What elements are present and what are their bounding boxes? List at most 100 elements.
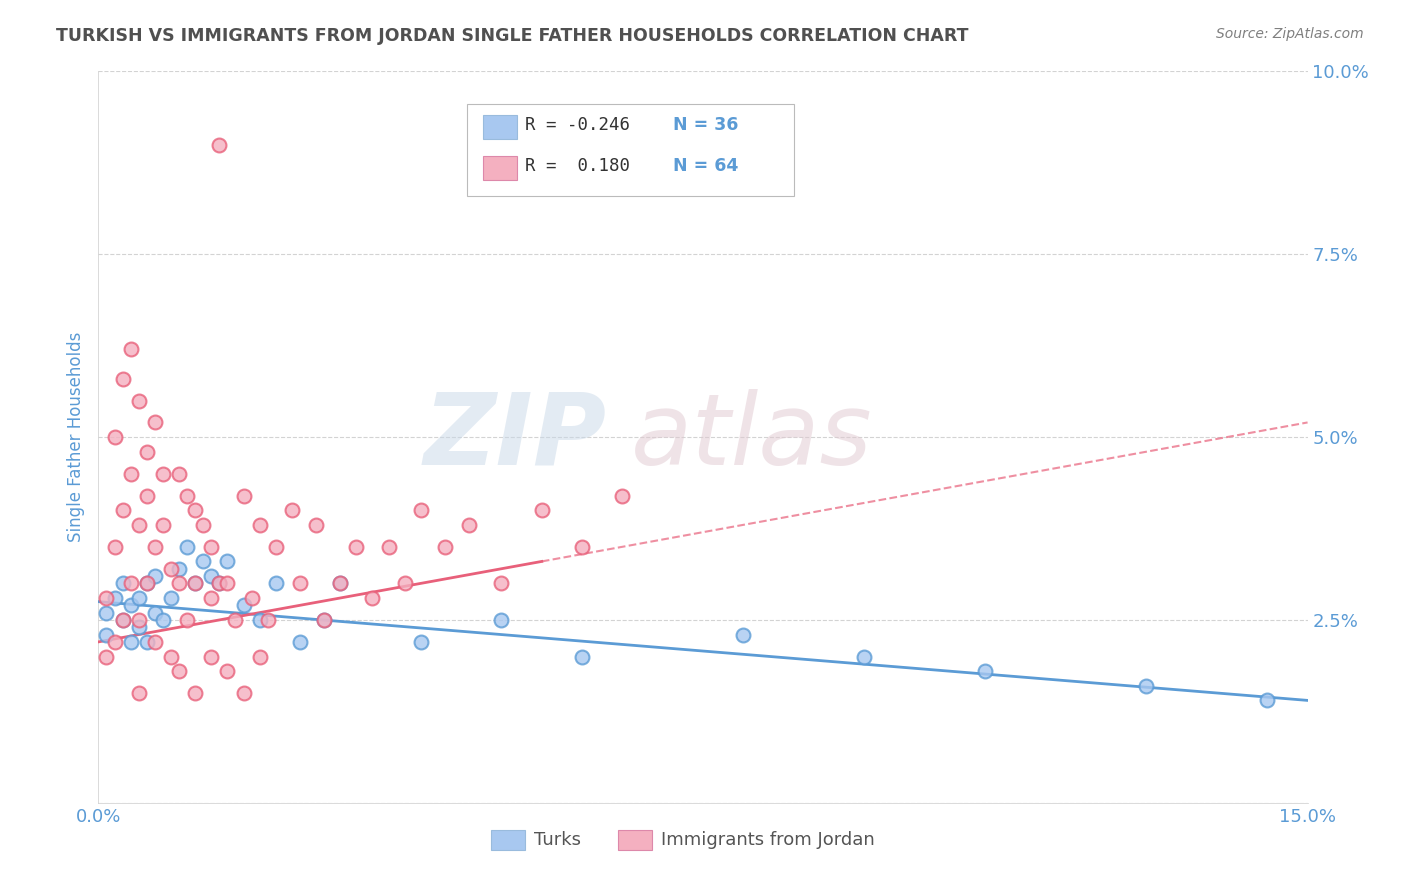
Point bbox=[217, 554, 239, 568]
Text: atlas: atlas bbox=[630, 389, 872, 485]
Point bbox=[530, 503, 553, 517]
Text: R =  0.180: R = 0.180 bbox=[526, 158, 630, 176]
Point bbox=[184, 576, 207, 591]
Point bbox=[193, 517, 215, 532]
Point bbox=[1256, 693, 1278, 707]
Point bbox=[409, 635, 432, 649]
Point bbox=[264, 540, 287, 554]
Point bbox=[152, 613, 174, 627]
Point bbox=[111, 613, 134, 627]
Point bbox=[491, 613, 513, 627]
Point bbox=[143, 569, 166, 583]
Point bbox=[571, 540, 593, 554]
Point bbox=[224, 613, 246, 627]
Point bbox=[249, 613, 271, 627]
Point bbox=[152, 517, 174, 532]
Point bbox=[160, 649, 183, 664]
Point bbox=[329, 576, 352, 591]
Text: N = 36: N = 36 bbox=[672, 117, 738, 135]
Point bbox=[167, 664, 190, 678]
Point bbox=[128, 517, 150, 532]
Point bbox=[409, 503, 432, 517]
Point bbox=[128, 393, 150, 408]
Point bbox=[160, 591, 183, 605]
Point bbox=[853, 649, 876, 664]
Point bbox=[193, 554, 215, 568]
Point bbox=[120, 467, 142, 481]
Point bbox=[434, 540, 457, 554]
Point bbox=[458, 517, 481, 532]
Point bbox=[232, 686, 254, 700]
Point bbox=[120, 576, 142, 591]
Point bbox=[200, 591, 222, 605]
Point bbox=[281, 503, 304, 517]
Point bbox=[256, 613, 278, 627]
Point bbox=[314, 613, 336, 627]
Point bbox=[128, 591, 150, 605]
Point bbox=[1135, 679, 1157, 693]
Point bbox=[128, 613, 150, 627]
Point bbox=[152, 467, 174, 481]
Bar bbox=[619, 830, 652, 850]
Point bbox=[143, 540, 166, 554]
Point bbox=[176, 540, 198, 554]
Point bbox=[184, 503, 207, 517]
Point bbox=[135, 444, 157, 458]
Point bbox=[135, 489, 157, 503]
Point bbox=[377, 540, 399, 554]
Point bbox=[217, 576, 239, 591]
Point bbox=[167, 467, 190, 481]
Point bbox=[143, 416, 166, 430]
Point bbox=[612, 489, 634, 503]
Point bbox=[96, 606, 118, 620]
Point bbox=[974, 664, 997, 678]
Point bbox=[135, 635, 157, 649]
Text: R = -0.246: R = -0.246 bbox=[526, 117, 630, 135]
Point bbox=[314, 613, 336, 627]
Point bbox=[111, 503, 134, 517]
Point bbox=[394, 576, 416, 591]
Point bbox=[232, 489, 254, 503]
Point bbox=[111, 371, 134, 385]
Point bbox=[167, 562, 190, 576]
Bar bbox=[482, 115, 517, 138]
Point bbox=[103, 540, 125, 554]
Point bbox=[120, 343, 142, 357]
Point bbox=[96, 627, 118, 641]
Text: Turks: Turks bbox=[534, 831, 581, 849]
Point bbox=[111, 576, 134, 591]
Bar bbox=[492, 830, 526, 850]
Point bbox=[232, 599, 254, 613]
Point bbox=[208, 576, 231, 591]
Text: Immigrants from Jordan: Immigrants from Jordan bbox=[661, 831, 875, 849]
Point bbox=[249, 517, 271, 532]
Point bbox=[200, 649, 222, 664]
Point bbox=[329, 576, 352, 591]
Bar bbox=[482, 156, 517, 179]
Point bbox=[96, 591, 118, 605]
Point bbox=[103, 635, 125, 649]
Point bbox=[96, 649, 118, 664]
Point bbox=[208, 137, 231, 152]
Point bbox=[288, 576, 311, 591]
Y-axis label: Single Father Households: Single Father Households bbox=[66, 332, 84, 542]
Point bbox=[217, 664, 239, 678]
Point bbox=[103, 430, 125, 444]
Point bbox=[200, 569, 222, 583]
Point bbox=[288, 635, 311, 649]
Point bbox=[120, 599, 142, 613]
Point bbox=[167, 576, 190, 591]
Point bbox=[208, 576, 231, 591]
Point bbox=[128, 620, 150, 634]
Point bbox=[491, 576, 513, 591]
Point bbox=[111, 613, 134, 627]
Point bbox=[571, 649, 593, 664]
Point bbox=[160, 562, 183, 576]
Text: Source: ZipAtlas.com: Source: ZipAtlas.com bbox=[1216, 27, 1364, 41]
Point bbox=[143, 635, 166, 649]
Point bbox=[200, 540, 222, 554]
Point bbox=[305, 517, 328, 532]
Text: ZIP: ZIP bbox=[423, 389, 606, 485]
Point bbox=[176, 489, 198, 503]
Point bbox=[264, 576, 287, 591]
